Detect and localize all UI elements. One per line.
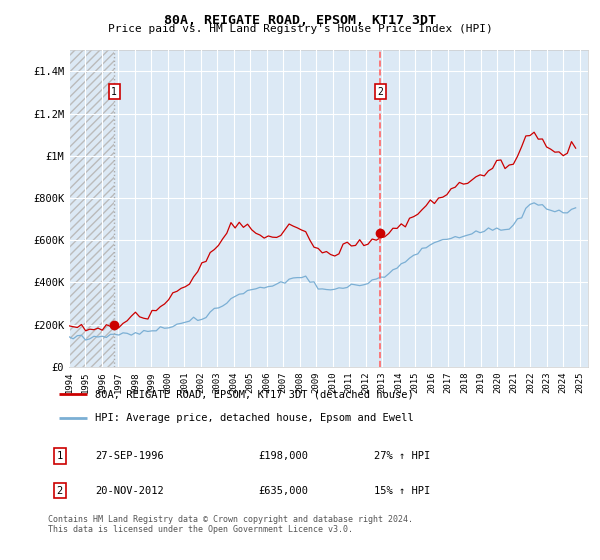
Text: 2: 2 [56, 486, 62, 496]
Text: HPI: Average price, detached house, Epsom and Ewell: HPI: Average price, detached house, Epso… [95, 413, 414, 423]
Text: 2: 2 [377, 87, 383, 96]
Bar [69, 50, 114, 367]
Text: This data is licensed under the Open Government Licence v3.0.: This data is licensed under the Open Gov… [48, 525, 353, 534]
Text: £635,000: £635,000 [258, 486, 308, 496]
Text: Contains HM Land Registry data © Crown copyright and database right 2024.: Contains HM Land Registry data © Crown c… [48, 515, 413, 524]
Text: 1: 1 [111, 87, 117, 96]
Text: Price paid vs. HM Land Registry's House Price Index (HPI): Price paid vs. HM Land Registry's House … [107, 24, 493, 34]
Text: 20-NOV-2012: 20-NOV-2012 [95, 486, 164, 496]
Text: 80A, REIGATE ROAD, EPSOM, KT17 3DT (detached house): 80A, REIGATE ROAD, EPSOM, KT17 3DT (deta… [95, 389, 414, 399]
Text: 1: 1 [56, 451, 62, 461]
Text: 80A, REIGATE ROAD, EPSOM, KT17 3DT: 80A, REIGATE ROAD, EPSOM, KT17 3DT [164, 14, 436, 27]
Text: £198,000: £198,000 [258, 451, 308, 461]
Text: 27% ↑ HPI: 27% ↑ HPI [373, 451, 430, 461]
Text: 15% ↑ HPI: 15% ↑ HPI [373, 486, 430, 496]
Text: 27-SEP-1996: 27-SEP-1996 [95, 451, 164, 461]
